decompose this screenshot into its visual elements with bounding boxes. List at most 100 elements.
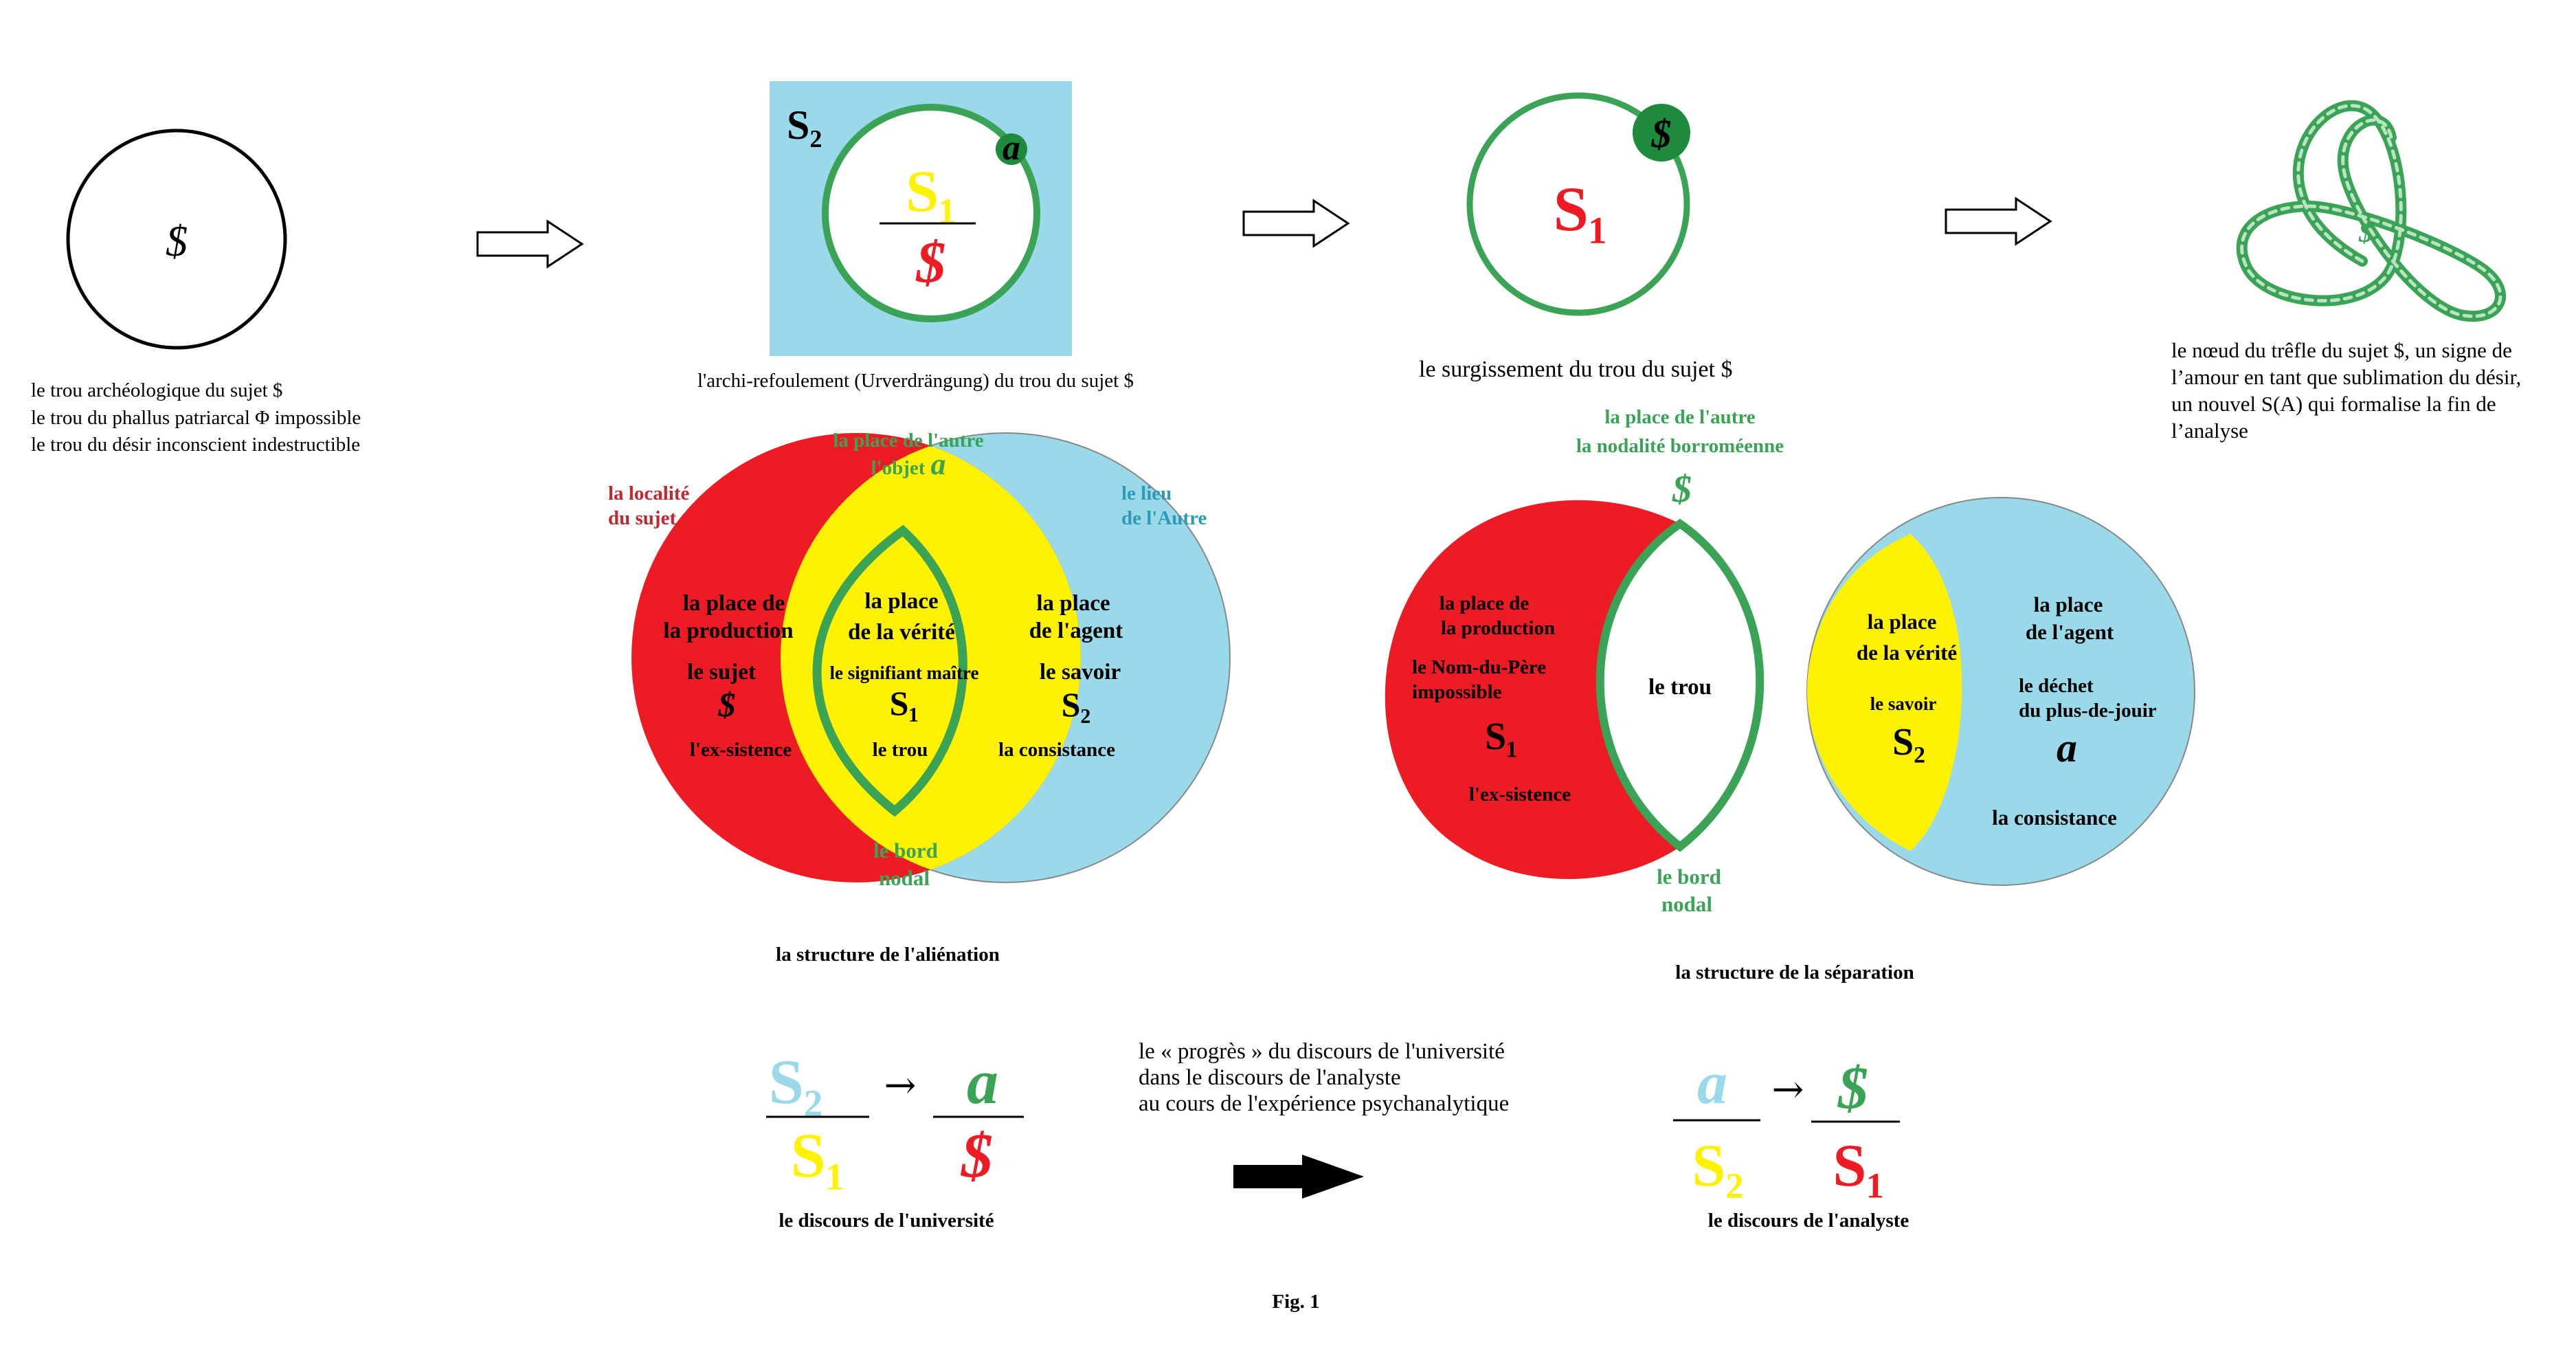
production-place-label: la place de <box>1440 592 1530 614</box>
nodal-border-label: nodal <box>879 866 930 890</box>
separation-top-label: la nodalité borroméenne <box>1576 435 1784 457</box>
hole-label: le trou <box>1648 675 1712 700</box>
black-arrow-icon <box>1233 1155 1364 1199</box>
knowledge-label: le savoir <box>1040 660 1121 685</box>
production-place-label: la production <box>663 619 793 643</box>
agent-place-label: la place <box>2034 592 2103 616</box>
panel1-caption-line: le trou archéologique du sujet $ <box>31 379 282 401</box>
subject-hole-circle <box>66 129 287 350</box>
subject-dot-label: $ <box>1651 111 1672 156</box>
barred-subject-symbol: $ <box>1837 1055 1868 1122</box>
progress-line: au cours de l'expérience psychanalytique <box>1139 1091 1509 1116</box>
panel2-caption: l'archi-refoulement (Urverdrängung) du t… <box>697 370 1134 392</box>
object-a-symbol: a <box>2057 725 2077 770</box>
surplus-jouissance-label: le déchet <box>2019 675 2094 697</box>
panel3-caption: le surgissement du trou du sujet $ <box>1419 357 1732 382</box>
university-caption: le discours de l'université <box>779 1210 994 1232</box>
knowledge-symbol: S₂ <box>1892 721 1925 764</box>
consistency-label: la consistance <box>1992 805 2117 830</box>
hollow-arrow-icon <box>1945 197 2052 246</box>
subject-label: le sujet <box>687 660 756 685</box>
separation-hole <box>1595 518 1765 852</box>
surplus-jouissance-label: du plus-de-jouir <box>2019 700 2157 722</box>
alienation-venn-diagram: la place de l'autre l'objet a la localité… <box>608 430 1231 966</box>
barred-subject-denominator: $ <box>915 229 946 295</box>
progress-line: le « progrès » du discours de l'universi… <box>1139 1039 1505 1064</box>
object-a-agent-symbol: a <box>1697 1050 1727 1117</box>
progress-line: dans le discours de l'analyste <box>1139 1065 1401 1090</box>
nodal-border <box>812 524 967 817</box>
figure-label: Fig. 1 <box>1272 1291 1319 1313</box>
master-signifier-symbol: S₁ <box>890 684 919 722</box>
subject-locality-label: la localité <box>608 482 690 504</box>
other-place-label: de l'Autre <box>1121 507 1207 529</box>
hole-label: le trou <box>873 739 928 761</box>
alienation-top-label: la place de l'autre <box>833 430 983 452</box>
knowledge-agent-symbol: S₂ <box>769 1047 823 1117</box>
object-a-symbol: a <box>967 1047 998 1117</box>
panel-emergence-of-hole: $ S₁ le surgissement du trou du sujet $ <box>1419 92 1732 382</box>
nodal-border-label: le bord <box>1657 865 1721 889</box>
trefoil-knot-icon <box>2236 100 2506 322</box>
subject-dot <box>1633 104 1690 162</box>
master-signifier-symbol: S₁ <box>791 1120 845 1190</box>
master-signifier-symbol: S₁ <box>1833 1133 1884 1199</box>
truth-place-label: la place <box>1868 610 1937 634</box>
production-field <box>1385 500 1680 880</box>
s2-label: S₂ <box>787 102 822 148</box>
production-place-label: la place de <box>683 591 785 616</box>
discourse-arrow: → <box>1772 1067 1804 1112</box>
knowledge-symbol: S₂ <box>1062 685 1091 724</box>
knowledge-label: le savoir <box>1870 693 1937 714</box>
panel4-caption-line: un nouvel S(A) qui formalise la fin de <box>2171 392 2496 416</box>
ex-sistence-label: l'ex-sistence <box>1469 783 1571 805</box>
repression-circle <box>822 104 1040 322</box>
separation-caption: la structure de la séparation <box>1675 961 1914 983</box>
object-a-label: a <box>1003 129 1020 168</box>
panel4-caption-line: l’analyse <box>2171 419 2248 443</box>
consistency-label: la consistance <box>998 739 1115 761</box>
master-signifier-symbol: S₁ <box>1485 715 1518 758</box>
ex-sistence-label: l'ex-sistence <box>690 739 792 761</box>
truth-place-label: de la vérité <box>848 620 955 645</box>
truth-field <box>1807 534 1962 851</box>
panel-trefoil-knot: $ le nœud du trêfle du sujet $, un signe… <box>2171 100 2521 443</box>
knot-subject-label: $ <box>2358 217 2373 248</box>
panel4-caption-line: le nœud du trêfle du sujet $, un signe d… <box>2171 338 2512 362</box>
barred-subject-symbol: $ <box>166 216 188 265</box>
other-place-label: le lieu <box>1121 482 1172 504</box>
alienation-caption: la structure de l'aliénation <box>776 944 1000 966</box>
object-a-dot <box>996 133 1027 165</box>
name-of-father-label: impossible <box>1412 681 1502 703</box>
barred-subject-symbol: $ <box>960 1120 993 1190</box>
nodal-border-label: nodal <box>1661 892 1712 916</box>
alienation-top-label: l'objet a <box>871 447 946 481</box>
progress-note: le « progrès » du discours de l'universi… <box>1139 1039 1509 1199</box>
barred-subject-symbol: $ <box>1672 468 1692 511</box>
panel-archaeological-hole: $ le trou archéologique du sujet $ le tr… <box>31 129 361 456</box>
panel1-caption-line: le trou du désir inconscient indestructi… <box>31 434 360 456</box>
truth-lens <box>781 433 1081 882</box>
discourse-arrow: → <box>884 1063 917 1108</box>
master-signifier-label: S₁ <box>1554 174 1608 244</box>
analyst-caption: le discours de l'analyste <box>1708 1210 1909 1232</box>
alienation-top-label-text: l'objet <box>871 457 926 479</box>
panel-primal-repression: S₂ a S₁ $ l'archi-refoulement (Urverdrän… <box>697 81 1134 392</box>
master-signifier-label: le signifiant maître <box>830 663 979 683</box>
production-place-label: la production <box>1441 617 1555 639</box>
panel4-caption-line: l’amour en tant que sublimation du désir… <box>2171 365 2521 389</box>
hollow-arrow-icon <box>1242 199 1350 248</box>
subject-locality-label: du sujet <box>608 507 676 529</box>
agent-place-label: de l'agent <box>1029 619 1123 643</box>
analyst-discourse: a → $ S₂ S₁ le discours de l'analyste <box>1673 1050 1909 1232</box>
knowledge-truth-symbol: S₂ <box>1692 1133 1743 1199</box>
object-a-label: a <box>930 447 945 481</box>
truth-place-label: la place <box>864 589 938 614</box>
barred-subject-symbol: $ <box>718 685 736 724</box>
master-signifier-numerator: S₁ <box>906 158 956 224</box>
separation-diagram: la place de l'autre la nodalité borromée… <box>1385 406 2195 983</box>
hollow-arrow-icon <box>476 219 584 269</box>
agent-place-label: de l'agent <box>2026 620 2114 644</box>
panel1-caption-line: le trou du phallus patriarcal Φ impossib… <box>31 407 361 429</box>
emergence-circle <box>1466 92 1690 316</box>
